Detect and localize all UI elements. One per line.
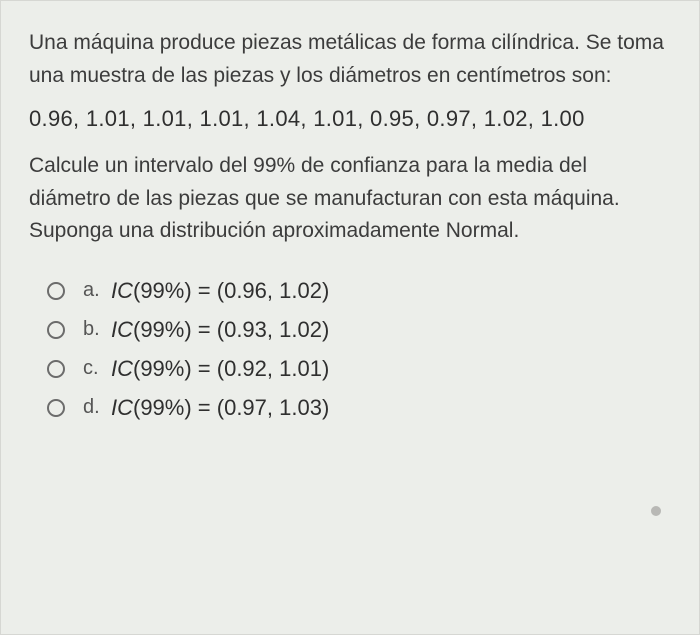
- instr-before: Calcule un intervalo del: [29, 154, 253, 177]
- radio-icon[interactable]: [47, 360, 65, 378]
- option-letter: b.: [83, 318, 111, 341]
- option-row-d[interactable]: d. IC(99%) = (0.97, 1.03): [29, 395, 671, 421]
- option-row-b[interactable]: b. IC(99%) = (0.93, 1.02): [29, 317, 671, 343]
- option-formula: IC(99%) = (0.97, 1.03): [111, 395, 329, 421]
- option-formula: IC(99%) = (0.96, 1.02): [111, 278, 329, 304]
- option-formula: IC(99%) = (0.93, 1.02): [111, 317, 329, 343]
- option-letter: d.: [83, 396, 111, 419]
- radio-icon[interactable]: [47, 399, 65, 417]
- option-row-c[interactable]: c. IC(99%) = (0.92, 1.01): [29, 356, 671, 382]
- confidence-percent: 99%: [253, 154, 295, 177]
- option-formula: IC(99%) = (0.92, 1.01): [111, 356, 329, 382]
- option-row-a[interactable]: a. IC(99%) = (0.96, 1.02): [29, 278, 671, 304]
- question-instruction-text: Calcule un intervalo del 99% de confianz…: [29, 150, 671, 248]
- decorative-dot-icon: [651, 506, 661, 516]
- question-card: Una máquina produce piezas metálicas de …: [0, 0, 700, 635]
- options-group: a. IC(99%) = (0.96, 1.02) b. IC(99%) = (…: [29, 278, 671, 421]
- option-letter: c.: [83, 357, 111, 380]
- radio-icon[interactable]: [47, 321, 65, 339]
- data-values-line: 0.96, 1.01, 1.01, 1.01, 1.04, 1.01, 0.95…: [29, 106, 671, 132]
- question-intro-text: Una máquina produce piezas metálicas de …: [29, 27, 671, 92]
- radio-icon[interactable]: [47, 282, 65, 300]
- option-letter: a.: [83, 279, 111, 302]
